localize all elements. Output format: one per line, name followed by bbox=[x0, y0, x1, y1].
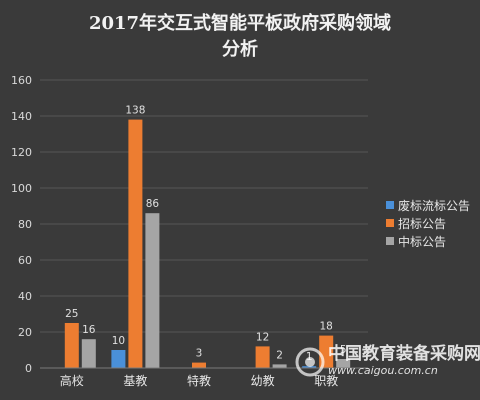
x-tick-label: 特教 bbox=[187, 373, 211, 388]
data-label: 10 bbox=[112, 335, 125, 347]
data-label: 25 bbox=[65, 308, 78, 320]
bars bbox=[64, 119, 351, 368]
y-tick-label: 40 bbox=[18, 290, 32, 303]
watermark-logo-icon bbox=[295, 347, 325, 377]
y-tick-label: 80 bbox=[18, 218, 32, 231]
data-label: 86 bbox=[146, 198, 160, 210]
bar-2-3 bbox=[192, 362, 206, 368]
x-tick-label: 职教 bbox=[314, 373, 338, 388]
bar-1-2 bbox=[111, 350, 126, 368]
bar-3-2 bbox=[145, 213, 160, 368]
legend-swatch bbox=[386, 237, 394, 245]
chart-title-line-1: 2017年交互式智能平板政府采购领域 bbox=[89, 12, 391, 34]
legend-label: 招标公告 bbox=[398, 217, 446, 231]
chart-title-line-2: 分析 bbox=[222, 38, 258, 60]
legend-label: 废标流标公告 bbox=[398, 198, 470, 213]
data-label: 138 bbox=[125, 105, 145, 117]
legend-swatch bbox=[386, 201, 394, 209]
data-label: 2 bbox=[276, 349, 283, 361]
watermark: 中国教育装备采购网 www.caigou.com.cn bbox=[295, 343, 480, 377]
legend-label: 中标公告 bbox=[398, 234, 446, 249]
x-tick-label: 高校 bbox=[60, 373, 84, 388]
y-tick-label: 0 bbox=[25, 362, 32, 375]
x-tick-label: 基教 bbox=[123, 373, 147, 388]
y-axis: 0 20 40 60 80 100 120 140 160 bbox=[11, 74, 32, 375]
y-tick-label: 140 bbox=[11, 110, 32, 123]
chart-title: 2017年交互式智能平板政府采购领域 分析 bbox=[89, 12, 391, 60]
bar-3-5 bbox=[336, 359, 351, 368]
bar-3-1 bbox=[81, 339, 96, 368]
legend-swatch bbox=[386, 219, 394, 227]
data-label: 12 bbox=[256, 331, 269, 343]
y-tick-label: 20 bbox=[18, 326, 32, 339]
x-axis: 高校 基教 特教 幼教 职教 bbox=[40, 367, 368, 388]
bar-3-4 bbox=[272, 364, 287, 368]
y-tick-label: 160 bbox=[11, 74, 32, 87]
bar-2-1 bbox=[64, 323, 79, 368]
data-label: 18 bbox=[320, 321, 333, 333]
watermark-text: 中国教育装备采购网 bbox=[328, 343, 480, 364]
watermark-url: www.caigou.com.cn bbox=[328, 364, 438, 377]
data-label: 5 bbox=[340, 344, 347, 356]
gridlines bbox=[40, 79, 368, 369]
x-tick-label: 幼教 bbox=[251, 373, 275, 388]
data-label: 3 bbox=[196, 348, 203, 360]
bar-1-5 bbox=[302, 366, 317, 368]
y-tick-label: 100 bbox=[11, 182, 32, 195]
y-tick-label: 120 bbox=[11, 146, 32, 159]
y-tick-label: 60 bbox=[18, 254, 32, 267]
bar-2-2 bbox=[128, 119, 143, 368]
data-labels: 2516101388631221185 bbox=[65, 105, 346, 364]
data-label: 16 bbox=[82, 324, 96, 336]
bar-2-4 bbox=[255, 346, 270, 368]
